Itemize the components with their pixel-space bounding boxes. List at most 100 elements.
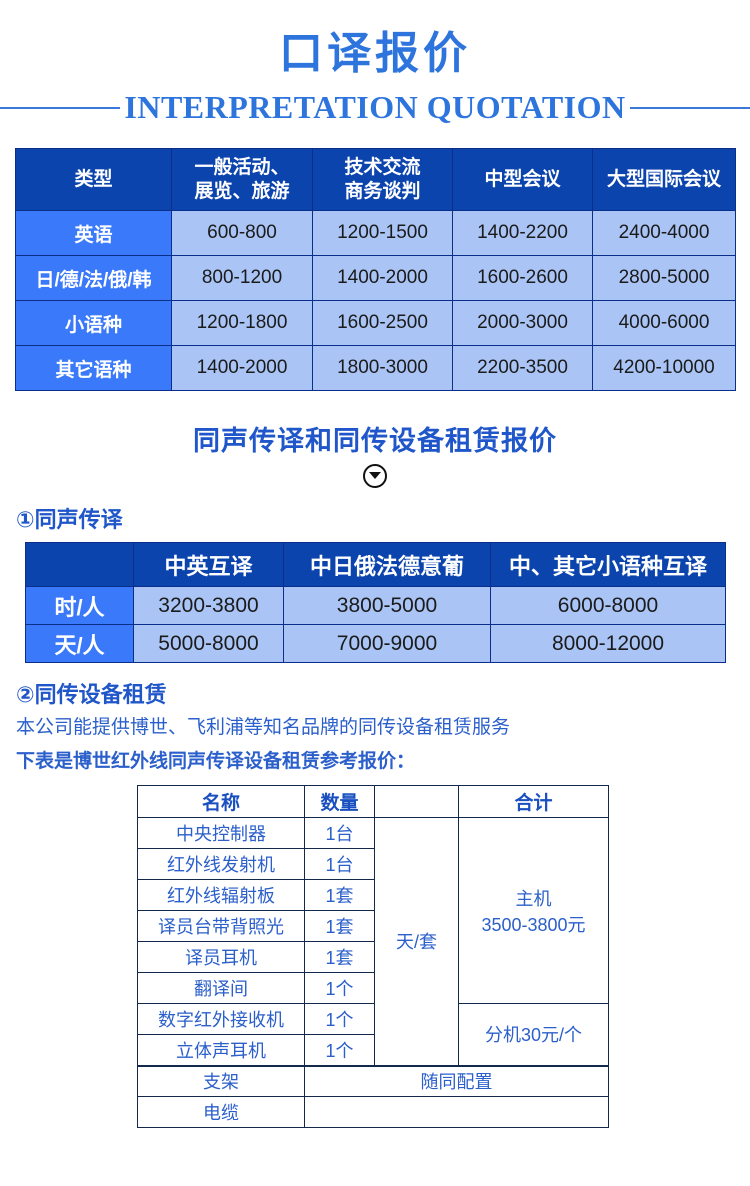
table-row: 数字红外接收机 1个 分机30元/个 bbox=[137, 1003, 609, 1066]
equip-qty: 1个 bbox=[304, 1034, 375, 1066]
col-header-zh-en: 中英互译 bbox=[133, 542, 284, 587]
equip-qty: 1套 bbox=[304, 910, 375, 942]
subtitle-row: INTERPRETATION QUOTATION bbox=[0, 89, 750, 126]
col-header-general: 一般活动、 展览、旅游 bbox=[171, 148, 313, 211]
row-label-jp-de-fr-ru-kr: 日/德/法/俄/韩 bbox=[15, 255, 172, 301]
table-row: 时/人 3200-3800 3800-5000 6000-8000 bbox=[25, 586, 726, 625]
equip-name: 立体声耳机 bbox=[137, 1034, 305, 1066]
cell-other-large: 4200-10000 bbox=[592, 345, 736, 391]
simultaneous-rates-table-wrap: 中英互译 中日俄法德意葡 中、其它小语种互译 时/人 3200-3800 380… bbox=[0, 534, 750, 663]
equip-qty: 1套 bbox=[304, 941, 375, 973]
cell-other-technical: 1800-3000 bbox=[312, 345, 453, 391]
row-label-minor-languages: 小语种 bbox=[15, 300, 172, 346]
cell-jdfrk-technical: 1400-2000 bbox=[312, 255, 453, 301]
equip-name: 翻译间 bbox=[137, 972, 305, 1004]
table-row: 译员台带背照光 1套 bbox=[137, 910, 609, 942]
equipment-table-wrap: 名称 数量 合计 中央控制器 1台 天/套 主机 3500-3800元 红外线发… bbox=[0, 776, 750, 1128]
row-label-english: 英语 bbox=[15, 210, 172, 256]
equip-qty: 1套 bbox=[304, 879, 375, 911]
interpretation-rates-table-wrap: 类型 一般活动、 展览、旅游 技术交流 商务谈判 中型会议 大型国际会议 英语 … bbox=[0, 126, 750, 391]
cell-day-zh-en: 5000-8000 bbox=[133, 624, 284, 663]
table-header-row: 类型 一般活动、 展览、旅游 技术交流 商务谈判 中型会议 大型国际会议 bbox=[15, 148, 736, 211]
table-row: 小语种 1200-1800 1600-2500 2000-3000 4000-6… bbox=[15, 300, 736, 346]
cell-english-large: 2400-4000 bbox=[592, 210, 736, 256]
item1-heading: ①同声传译 bbox=[16, 507, 123, 532]
cell-english-medium: 1400-2200 bbox=[452, 210, 593, 256]
cell-minor-general: 1200-1800 bbox=[171, 300, 313, 346]
equip-footer-value: 随同配置 bbox=[304, 1064, 609, 1097]
col-header-minor-lang: 中、其它小语种互译 bbox=[490, 542, 726, 587]
cell-minor-large: 4000-6000 bbox=[592, 300, 736, 346]
col-header-name: 名称 bbox=[137, 785, 305, 818]
col-header-type: 类型 bbox=[15, 148, 172, 211]
equip-total-main: 主机 3500-3800元 bbox=[458, 817, 609, 1004]
equip-total-main-line2: 3500-3800元 bbox=[481, 914, 586, 935]
cell-day-multi: 7000-9000 bbox=[283, 624, 491, 663]
page-title: 口译报价 bbox=[279, 29, 471, 78]
col-header-large-conf: 大型国际会议 bbox=[592, 148, 736, 211]
equip-footer-value bbox=[304, 1096, 609, 1128]
equip-footer-name: 支架 bbox=[137, 1064, 305, 1097]
table-row: 日/德/法/俄/韩 800-1200 1400-2000 1600-2600 2… bbox=[15, 255, 736, 301]
equipment-rental-table: 名称 数量 合计 中央控制器 1台 天/套 主机 3500-3800元 红外线发… bbox=[137, 785, 609, 1128]
table-row: 支架 随同配置 bbox=[137, 1064, 609, 1097]
cell-jdfrk-medium: 1600-2600 bbox=[452, 255, 593, 301]
rule-left bbox=[0, 106, 121, 109]
col-header-technical-line1: 技术交流 bbox=[344, 156, 421, 178]
table-header-row: 名称 数量 合计 bbox=[137, 785, 609, 818]
rule-right bbox=[629, 106, 750, 109]
cell-minor-medium: 2000-3000 bbox=[452, 300, 593, 346]
page-header: 口译报价 INTERPRETATION QUOTATION bbox=[0, 0, 750, 126]
equip-name: 译员台带背照光 bbox=[137, 910, 305, 942]
cell-hour-multi: 3800-5000 bbox=[283, 586, 491, 625]
table-row: 英语 600-800 1200-1500 1400-2200 2400-4000 bbox=[15, 210, 736, 256]
row-label-per-hour: 时/人 bbox=[25, 586, 134, 625]
interpretation-rates-table: 类型 一般活动、 展览、旅游 技术交流 商务谈判 中型会议 大型国际会议 英语 … bbox=[15, 148, 736, 391]
cell-minor-technical: 1600-2500 bbox=[312, 300, 453, 346]
chevron-down-circle-icon bbox=[363, 464, 387, 488]
cell-jdfrk-general: 800-1200 bbox=[171, 255, 313, 301]
cell-other-general: 1400-2000 bbox=[171, 345, 313, 391]
cell-hour-minor: 6000-8000 bbox=[490, 586, 726, 625]
table-row: 译员耳机 1套 bbox=[137, 941, 609, 973]
equip-qty: 1个 bbox=[304, 1003, 375, 1035]
section-heading: 同声传译和同传设备租赁报价 bbox=[193, 426, 557, 456]
col-header-multi-lang: 中日俄法德意葡 bbox=[283, 542, 491, 587]
chevron-wrap bbox=[0, 464, 750, 488]
equip-name: 中央控制器 bbox=[137, 817, 305, 849]
col-header-technical-line2: 商务谈判 bbox=[344, 180, 421, 202]
col-header-general-line2: 展览、旅游 bbox=[194, 180, 290, 202]
col-header-total: 合计 bbox=[458, 785, 609, 818]
table-row: 电缆 bbox=[137, 1096, 609, 1128]
cell-english-general: 600-800 bbox=[171, 210, 313, 256]
item2-heading: ②同传设备租赁 bbox=[16, 682, 167, 707]
col-header-unit bbox=[374, 785, 459, 818]
cell-jdfrk-large: 2800-5000 bbox=[592, 255, 736, 301]
equip-qty: 1台 bbox=[304, 848, 375, 880]
equipment-table-intro: 下表是博世红外线同声传译设备租赁参考报价： bbox=[16, 750, 416, 772]
table-header-row: 中英互译 中日俄法德意葡 中、其它小语种互译 bbox=[25, 542, 726, 587]
table-row: 立体声耳机 1个 bbox=[137, 1034, 609, 1066]
table-row: 翻译间 1个 bbox=[137, 972, 609, 1004]
table-row: 其它语种 1400-2000 1800-3000 2200-3500 4200-… bbox=[15, 345, 736, 391]
equip-name: 数字红外接收机 bbox=[137, 1003, 305, 1035]
col-header-blank bbox=[25, 542, 134, 587]
page-subtitle: INTERPRETATION QUOTATION bbox=[124, 89, 626, 125]
equipment-description: 本公司能提供博世、飞利浦等知名品牌的同传设备租赁服务 bbox=[16, 717, 511, 738]
row-label-other-languages: 其它语种 bbox=[15, 345, 172, 391]
equip-total-main-line1: 主机 bbox=[515, 888, 552, 909]
cell-other-medium: 2200-3500 bbox=[452, 345, 593, 391]
equip-unit-cell: 天/套 bbox=[374, 817, 459, 1066]
table-row: 红外线发射机 1台 bbox=[137, 848, 609, 880]
table-row: 中央控制器 1台 天/套 主机 3500-3800元 bbox=[137, 817, 609, 1066]
cell-hour-zh-en: 3200-3800 bbox=[133, 586, 284, 625]
col-header-qty: 数量 bbox=[304, 785, 375, 818]
equip-name: 译员耳机 bbox=[137, 941, 305, 973]
equip-name: 红外线辐射板 bbox=[137, 879, 305, 911]
equip-name: 红外线发射机 bbox=[137, 848, 305, 880]
simultaneous-rates-table: 中英互译 中日俄法德意葡 中、其它小语种互译 时/人 3200-3800 380… bbox=[25, 542, 726, 663]
row-label-per-day: 天/人 bbox=[25, 624, 134, 663]
col-header-general-line1: 一般活动、 bbox=[194, 156, 290, 178]
table-row: 天/人 5000-8000 7000-9000 8000-12000 bbox=[25, 624, 726, 663]
col-header-medium-conf: 中型会议 bbox=[452, 148, 593, 211]
